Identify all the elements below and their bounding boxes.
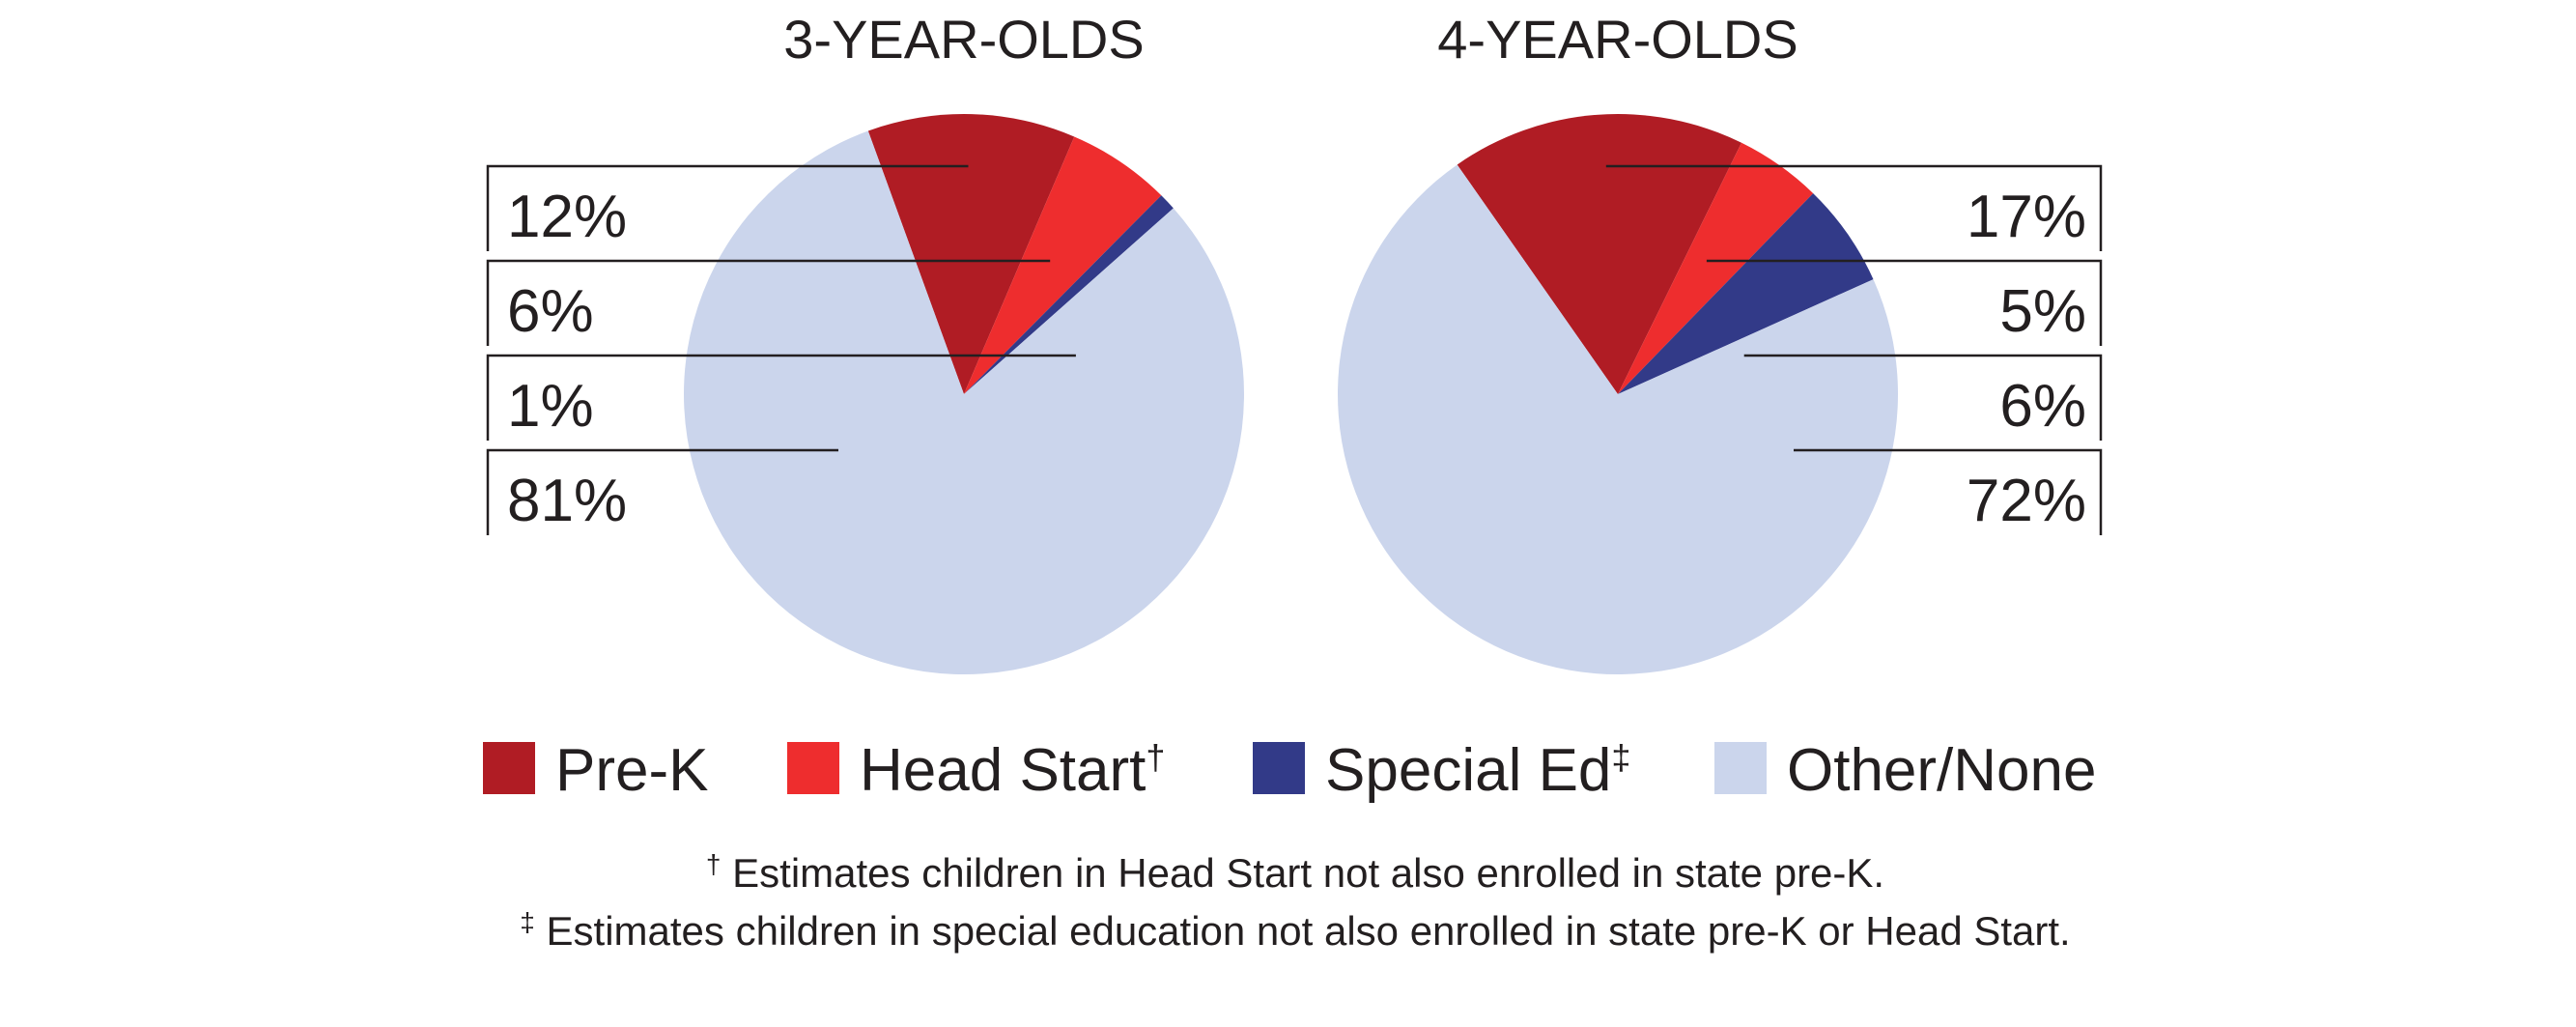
- footnote-text-special-ed: Estimates children in special education …: [547, 908, 2071, 954]
- legend-label-special-ed: Special Ed‡: [1325, 737, 1630, 804]
- pie-slice-head-start: [1618, 142, 1814, 395]
- footnote-text-head-start: Estimates children in Head Start not als…: [732, 850, 1884, 896]
- chart-title-4-year-olds: 4-YEAR-OLDS: [1437, 9, 1798, 70]
- leader-line-pre-k: [1605, 164, 2103, 251]
- leader-line-other-none: [1794, 448, 2103, 535]
- pct-label-pre-k: 17%: [1967, 184, 2086, 250]
- legend-label-pre-k: Pre-K: [555, 737, 708, 804]
- pct-label-special-ed: 6%: [1999, 373, 2086, 440]
- footnote-head-start: † Estimates children in Head Start not a…: [706, 849, 1884, 896]
- pie-3-year-olds: 12% 6% 1% 81%: [486, 113, 1244, 674]
- legend: Pre-K Head Start† Special Ed‡ Other/None: [483, 737, 2097, 804]
- legend-swatch-head-start: [787, 742, 839, 794]
- leader-line-head-start: [1706, 259, 2103, 346]
- pct-label-head-start: 6%: [507, 278, 594, 345]
- pie-slice-pre-k: [1457, 114, 1742, 394]
- legend-swatch-special-ed: [1253, 742, 1305, 794]
- pct-label-other-none: 72%: [1967, 468, 2086, 534]
- pie-slice-special-ed: [964, 195, 1174, 394]
- footnote-special-ed: ‡ Estimates children in special educatio…: [520, 907, 2070, 954]
- leader-line-special-ed: [486, 354, 1076, 441]
- leader-line-head-start: [486, 259, 1051, 346]
- leader-line-special-ed: [1743, 354, 2103, 441]
- pct-label-pre-k: 12%: [507, 184, 627, 250]
- legend-mark-dagger: †: [1146, 737, 1165, 777]
- pct-label-special-ed: 1%: [507, 373, 594, 440]
- pct-label-head-start: 5%: [1999, 278, 2086, 345]
- pie-4-year-olds: 17% 5% 6% 72%: [1337, 114, 2103, 675]
- legend-label-head-start: Head Start†: [860, 737, 1165, 804]
- pie-slice-special-ed: [1618, 193, 1874, 394]
- footnote-mark-dagger: †: [706, 849, 722, 879]
- legend-label-other-none: Other/None: [1787, 737, 2097, 804]
- pie-slice-pre-k: [867, 113, 1075, 394]
- pct-label-other-none: 81%: [507, 468, 627, 534]
- legend-swatch-other-none: [1714, 742, 1767, 794]
- pie-slice-other-none: [683, 130, 1244, 674]
- leader-line-other-none: [486, 448, 838, 535]
- chart-title-3-year-olds: 3-YEAR-OLDS: [783, 9, 1144, 70]
- leader-line-pre-k: [486, 164, 969, 251]
- pie-slice-other-none: [1337, 164, 1898, 675]
- footnote-mark-double-dagger: ‡: [520, 907, 535, 937]
- legend-mark-double-dagger: ‡: [1611, 737, 1630, 777]
- legend-swatch-pre-k: [483, 742, 535, 794]
- pie-slice-head-start: [964, 136, 1162, 394]
